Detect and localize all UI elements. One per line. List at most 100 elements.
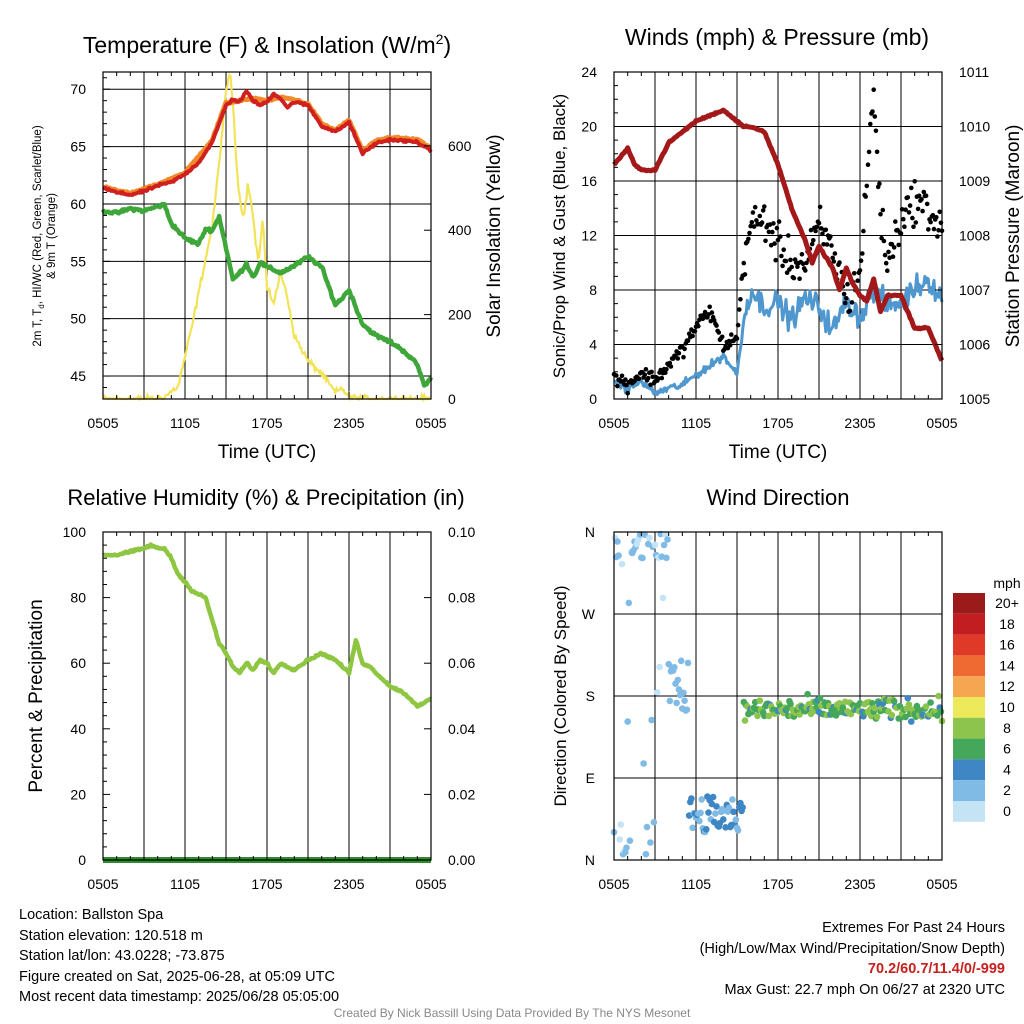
y2-tick-label: 0.06: [448, 655, 475, 671]
gust-point: [830, 255, 835, 261]
wind-direction-point: [871, 704, 879, 712]
winds-title: Winds (mph) & Pressure (mb): [625, 24, 929, 50]
y2-tick-label: 600: [448, 138, 472, 154]
legend-swatch: [953, 780, 985, 801]
wind-direction-point: [675, 686, 683, 693]
gust-point: [734, 336, 740, 341]
wind-direction-point: [765, 712, 773, 720]
gust-point: [706, 312, 711, 317]
gust-point: [934, 215, 939, 220]
wind-direction-point: [660, 541, 668, 549]
y2-tick-label: 1006: [959, 337, 990, 353]
gust-point: [709, 310, 715, 315]
wind-direction-point: [922, 703, 930, 710]
legend-label: 8: [1003, 720, 1011, 736]
legend-title: mph: [993, 575, 1020, 591]
legend-swatch: [953, 697, 985, 718]
gust-point: [776, 219, 782, 224]
wind-direction-point: [616, 836, 623, 843]
wind-direction-point: [615, 552, 622, 559]
gust-point: [905, 195, 911, 200]
y-tick-label: E: [586, 770, 595, 786]
legend-label: 16: [999, 637, 1015, 653]
wind-direction-point: [684, 659, 692, 667]
gust-point: [615, 383, 620, 389]
gust-point: [750, 210, 756, 215]
temperature-title: Temperature (F) & Insolation (W/m2): [83, 31, 451, 58]
wind-direction-point: [680, 689, 687, 697]
gust-point: [871, 87, 876, 92]
gust-point: [873, 128, 879, 134]
wind-direction-y-tick-labels: N E S W N: [582, 524, 596, 868]
y2-tick-label: 1009: [959, 173, 990, 189]
gust-point: [789, 264, 794, 270]
gust-point: [912, 179, 917, 184]
station-info: Location: Ballston Spa Station elevation…: [19, 905, 339, 1008]
gust-point: [921, 189, 927, 195]
gust-point: [779, 253, 784, 259]
legend-label: 18: [999, 616, 1015, 632]
wind-direction-point: [664, 536, 671, 543]
gust-point: [899, 207, 905, 212]
temperature-panel: Temperature (F) & Insolation (W/m2) 0505…: [32, 31, 505, 463]
humidity-title: Relative Humidity (%) & Precipitation (i…: [67, 485, 464, 510]
gust-point: [649, 369, 654, 375]
y-tick-label: N: [585, 852, 595, 868]
gust-point: [735, 322, 741, 328]
gust-point: [751, 224, 757, 229]
extremes-title: Extremes For Past 24 Hours: [822, 920, 1005, 936]
wind-direction-point: [732, 816, 740, 823]
x-tick-label: 0505: [415, 415, 446, 431]
legend-swatch: [953, 634, 985, 656]
legend-swatch: [953, 801, 985, 822]
y-tick-label: 24: [581, 64, 597, 80]
gust-point: [883, 260, 889, 266]
y-tick-label: 70: [70, 81, 86, 97]
gust-point: [625, 390, 630, 396]
gust-point: [831, 259, 837, 264]
wind-direction-point: [729, 796, 736, 803]
legend-label: 12: [999, 678, 1015, 694]
y2-tick-label: 0.08: [448, 590, 475, 606]
gust-point: [760, 208, 766, 213]
wind-direction-point: [741, 717, 749, 724]
humidity-line: [101, 542, 433, 709]
gust-point: [770, 229, 775, 235]
gust-point: [757, 213, 763, 219]
legend-swatch: [953, 655, 985, 677]
gust-point: [809, 241, 815, 247]
y2-tick-label: 200: [448, 307, 472, 323]
humidity-ticks: [103, 531, 431, 861]
wind-direction-point: [647, 839, 654, 846]
gust-point: [824, 242, 830, 247]
gust-point: [913, 220, 919, 225]
y-tick-label: 0: [78, 852, 86, 868]
wind-direction-point: [640, 760, 647, 767]
gust-point: [863, 194, 868, 199]
y-tick-label: 50: [70, 311, 86, 327]
gust-point: [898, 231, 904, 236]
gust-point: [930, 213, 936, 218]
gust-point: [813, 228, 818, 234]
gust-point: [650, 374, 655, 380]
legend-label: 2: [1003, 782, 1011, 798]
legend-swatch: [953, 593, 985, 614]
y-tick-label: 0: [589, 391, 597, 407]
x-tick-label: 0505: [926, 415, 957, 431]
gust-point: [685, 338, 691, 344]
wind-direction-point: [816, 695, 824, 702]
gust-point: [832, 251, 838, 256]
gust-point: [828, 234, 833, 239]
station-latlon: Station lat/lon: 43.0228; -73.875: [19, 948, 225, 964]
legend-label: 0: [1003, 803, 1011, 819]
x-tick-label: 2305: [844, 415, 875, 431]
pressure-y-axis-label: Station Pressure (Maroon): [1003, 125, 1024, 348]
winds-panel: Winds (mph) & Pressure (mb) 0505 1105 1705…: [550, 24, 1024, 463]
gust-point: [923, 193, 929, 198]
gust-point: [928, 219, 933, 225]
y-tick-label: 20: [581, 119, 597, 135]
y-tick-label: 55: [70, 253, 86, 269]
wind-direction-point: [756, 697, 764, 704]
wind-direction-point: [614, 538, 621, 545]
wind-direction-point: [617, 821, 625, 828]
